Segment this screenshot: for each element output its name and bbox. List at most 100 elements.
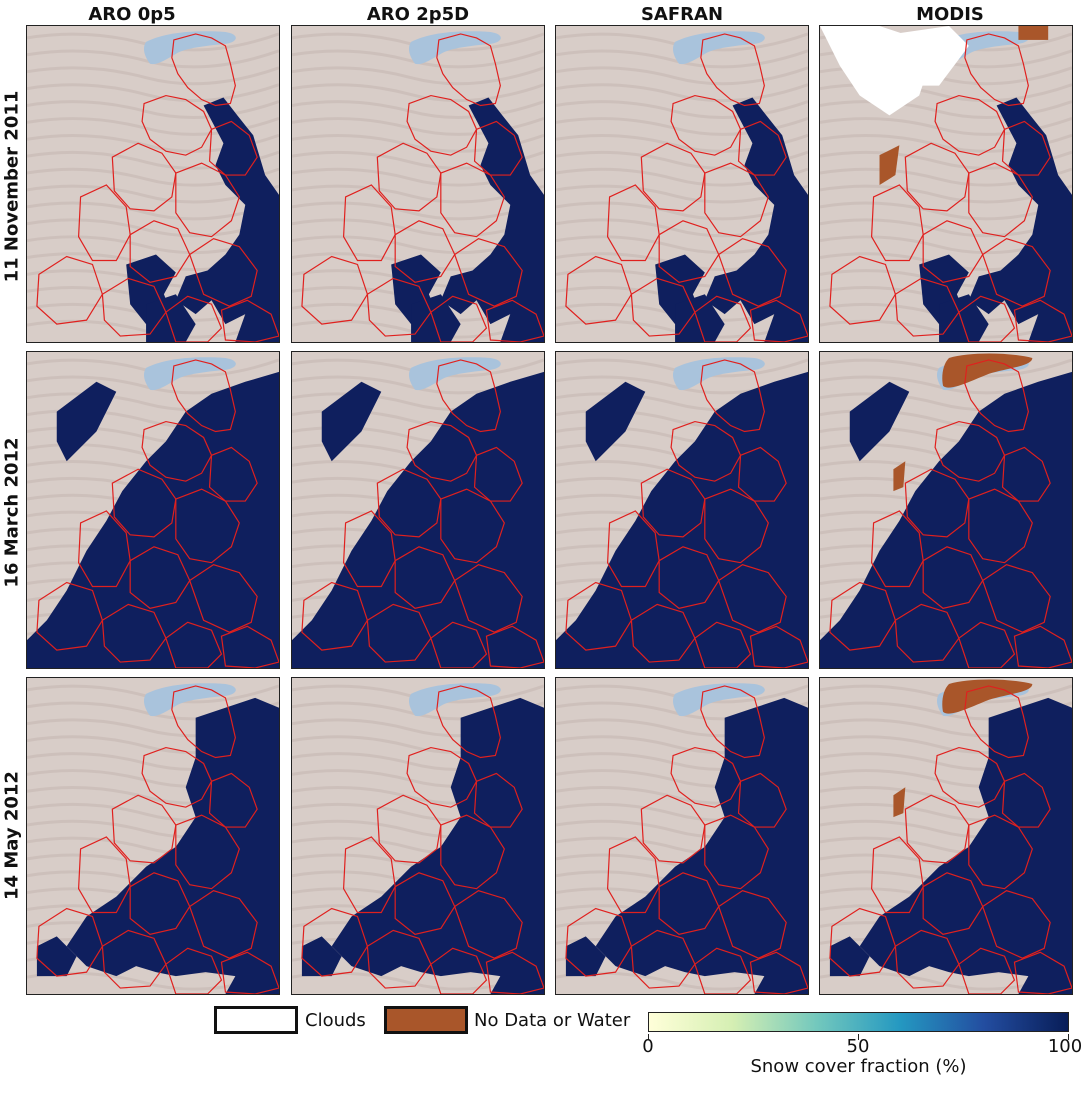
lake-geneva	[672, 357, 765, 391]
massif-boundary	[129, 872, 191, 936]
massif-boundary	[394, 872, 456, 936]
massif-boundary	[473, 120, 523, 176]
massif-boundary	[606, 184, 660, 262]
massif-boundary	[220, 625, 279, 668]
massif-boundary	[165, 947, 223, 994]
hillshade-streak	[27, 218, 279, 238]
massif-boundary	[694, 295, 752, 342]
massif-boundary	[406, 94, 478, 156]
massif-boundary	[606, 836, 660, 914]
cloud-area	[879, 26, 969, 86]
massif-boundary	[964, 33, 1029, 107]
massif-boundary	[36, 907, 104, 977]
map-panel	[819, 25, 1073, 343]
massif-boundary	[208, 446, 258, 502]
massif-boundary	[36, 581, 104, 651]
massif-boundary	[366, 277, 432, 337]
terrain-map	[292, 352, 544, 668]
lake-geneva	[143, 683, 236, 717]
massif-boundary	[958, 947, 1016, 994]
snow-cover-area	[331, 697, 544, 994]
map-panel	[26, 25, 280, 343]
massif-boundary	[165, 295, 223, 342]
massif-boundary	[406, 746, 478, 808]
snow-cover-area	[56, 381, 117, 462]
massif-boundary	[717, 564, 787, 633]
massif-boundary	[700, 33, 765, 107]
lake-geneva	[672, 31, 765, 65]
massif-boundary	[630, 929, 696, 989]
massif-boundary	[934, 420, 1006, 482]
map-panel	[26, 677, 280, 995]
hillshade-streak	[556, 218, 808, 238]
massif-boundary	[342, 836, 396, 914]
massif-boundary	[870, 510, 924, 588]
massif-boundary	[188, 238, 258, 307]
hillshade-streak	[292, 218, 544, 238]
massif-boundary	[565, 907, 633, 977]
massif-boundary	[220, 299, 279, 342]
map-panel	[291, 25, 545, 343]
hillshade-streak	[27, 83, 279, 103]
map-panel	[819, 677, 1073, 995]
hillshade-streak	[292, 201, 544, 221]
massif-boundary	[430, 621, 488, 668]
massif-boundary	[129, 220, 191, 284]
massif-boundary	[453, 890, 523, 959]
massif-boundary	[1001, 772, 1051, 828]
massif-boundary	[436, 359, 501, 433]
hillshade-streak	[27, 201, 279, 221]
massif-boundary	[658, 546, 720, 610]
snow-cover-area	[66, 697, 279, 994]
massif-boundary	[220, 951, 279, 994]
massif-boundary	[376, 794, 442, 864]
massif-boundary	[934, 94, 1006, 156]
terrain-map	[292, 26, 544, 342]
massif-boundary	[737, 120, 787, 176]
massif-boundary	[1013, 951, 1072, 994]
massif-boundary	[485, 625, 544, 668]
massif-boundary	[394, 546, 456, 610]
map-panel	[555, 25, 809, 343]
massif-boundary	[175, 488, 240, 564]
massif-boundary	[175, 162, 240, 238]
nodata-area	[879, 145, 900, 185]
massif-boundary	[964, 359, 1029, 433]
map-panel	[819, 351, 1073, 669]
snow-cover-area	[849, 381, 910, 462]
massif-boundary	[141, 94, 213, 156]
massif-boundary	[77, 184, 131, 262]
row-title-nov-2011: 11 November 2011	[1, 90, 23, 283]
lake-geneva	[408, 357, 501, 391]
massif-boundary	[77, 510, 131, 588]
massif-boundary	[717, 238, 787, 307]
massif-boundary	[1013, 299, 1072, 342]
massif-boundary	[485, 299, 544, 342]
clouds-legend-label: Clouds	[305, 1010, 366, 1031]
terrain-map	[556, 352, 808, 668]
massif-boundary	[101, 277, 167, 337]
massif-boundary	[171, 685, 236, 759]
massif-boundary	[981, 564, 1051, 633]
massif-boundary	[141, 746, 213, 808]
massif-boundary	[922, 546, 984, 610]
column-title-modis: MODIS	[916, 4, 984, 25]
massif-boundary	[111, 142, 177, 212]
massif-boundary	[870, 184, 924, 262]
hillshade-streak	[820, 218, 1072, 238]
massif-boundary	[700, 359, 765, 433]
snow-cover-area	[146, 294, 196, 342]
massif-boundary	[829, 907, 897, 977]
massif-boundary	[894, 929, 960, 989]
lake-geneva	[143, 357, 236, 391]
massif-boundary	[440, 488, 505, 564]
hillshade-streak	[556, 49, 808, 69]
massif-boundary	[165, 621, 223, 668]
terrain-map	[27, 352, 279, 668]
massif-boundary	[922, 872, 984, 936]
lake-geneva	[672, 683, 765, 717]
column-title-aro-2p5d: ARO 2p5D	[366, 4, 470, 25]
massif-boundary	[1001, 120, 1051, 176]
massif-boundary	[485, 951, 544, 994]
massif-boundary	[670, 94, 742, 156]
